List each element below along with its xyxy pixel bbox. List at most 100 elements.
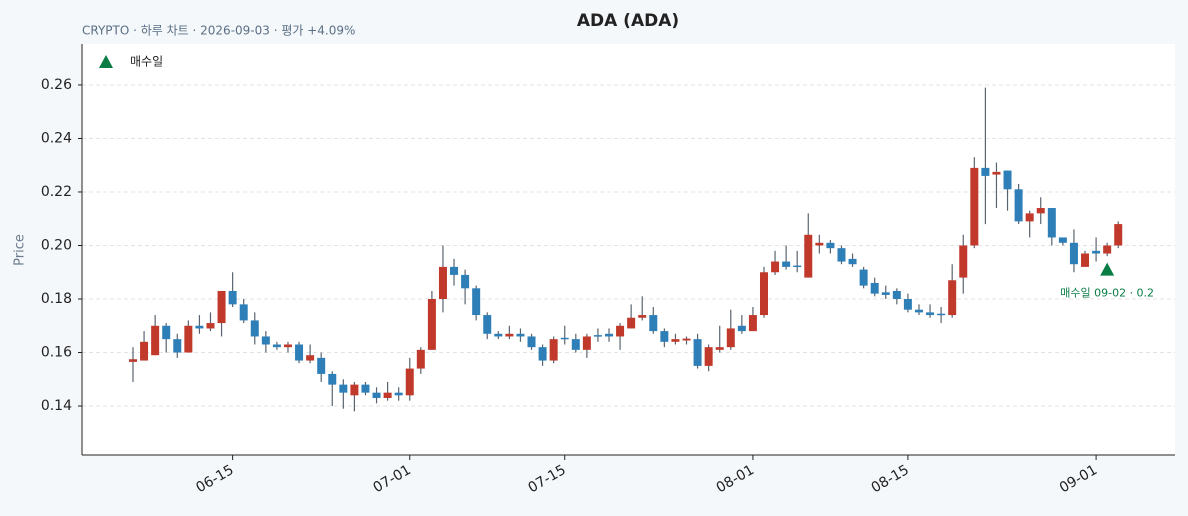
x-tick-label: 08-15 <box>869 462 912 496</box>
candle-body <box>671 339 680 342</box>
candle-body <box>1058 237 1067 243</box>
candle-body <box>461 274 470 289</box>
candle-body <box>715 347 724 350</box>
candle-body <box>239 304 248 321</box>
candle-body <box>472 288 481 316</box>
candle-body <box>804 234 813 278</box>
annotation: 매수일 09-02 · 0.2 <box>1060 286 1154 300</box>
candle-body <box>173 339 182 353</box>
y-tick-label: 0.14 <box>41 398 72 414</box>
candle-body <box>870 282 879 294</box>
candle-body <box>704 347 713 366</box>
candle-body <box>948 280 957 316</box>
candle-body <box>1003 170 1012 190</box>
candle-body <box>383 392 392 399</box>
candle-body <box>516 333 525 337</box>
candle-body <box>1114 224 1123 246</box>
y-tick-label: 0.26 <box>41 77 72 93</box>
candle-body <box>859 269 868 286</box>
candle-body <box>737 325 746 332</box>
candle-body <box>1103 245 1112 254</box>
candle-body <box>759 272 768 316</box>
candle-body <box>1069 242 1078 265</box>
candle-body <box>416 349 425 369</box>
candle-body <box>1036 208 1045 214</box>
candle-body <box>328 373 337 385</box>
candle-body <box>815 242 824 246</box>
candle-body <box>306 355 315 361</box>
candle-body <box>593 335 602 337</box>
candle-body <box>937 313 946 316</box>
candle-body <box>616 325 625 337</box>
y-axis-label: Price <box>13 234 28 266</box>
candle-body <box>483 315 492 334</box>
candle-body <box>682 338 691 341</box>
candle-body <box>206 323 215 329</box>
candle-body <box>660 331 669 342</box>
candle-body <box>1092 250 1101 254</box>
candle-body <box>627 317 636 329</box>
candle-body <box>992 171 1001 175</box>
candle-body <box>782 261 791 267</box>
buy-marker <box>1100 262 1115 276</box>
candle-body <box>892 290 901 300</box>
candle-body <box>438 266 447 300</box>
chart-subtitle: CRYPTO · 하루 차트 · 2026-09-03 · 평가 +4.09% <box>82 24 355 38</box>
candle-body <box>427 299 436 350</box>
candle-body <box>826 242 835 249</box>
candle-body <box>140 341 149 361</box>
legend-marker <box>99 55 113 68</box>
candle-body <box>748 315 757 332</box>
candle-body <box>848 258 857 265</box>
candle-body <box>793 265 802 268</box>
candle-body <box>649 315 658 332</box>
y-tick-label: 0.22 <box>41 184 72 200</box>
candle-body <box>605 333 614 337</box>
candle-body <box>959 245 968 278</box>
candle-body <box>771 261 780 273</box>
candle-body <box>272 344 281 348</box>
candle-body <box>549 339 558 361</box>
candle-body <box>527 336 536 348</box>
candle-body <box>726 328 735 348</box>
candle-body <box>250 320 259 337</box>
candle-body <box>560 337 569 340</box>
candle-body <box>450 266 459 275</box>
candle-body <box>361 384 370 393</box>
x-tick-label: 08-01 <box>714 462 757 496</box>
chart-title: ADA (ADA) <box>577 11 679 31</box>
candle-body <box>494 333 503 337</box>
candle-body <box>162 325 171 340</box>
candle-body <box>582 336 591 350</box>
candle-body <box>1014 189 1023 222</box>
candle-body <box>881 292 890 295</box>
y-tick-label: 0.24 <box>41 130 72 146</box>
candle-body <box>151 325 160 356</box>
candle-body <box>926 312 935 316</box>
candle-body <box>339 384 348 393</box>
plot-area <box>82 44 1175 455</box>
candle-body <box>693 339 702 366</box>
y-tick-label: 0.20 <box>41 237 72 253</box>
x-tick-label: 09-01 <box>1057 462 1100 496</box>
candle-body <box>283 344 292 348</box>
candle-body <box>372 392 381 399</box>
candle-body <box>217 290 226 324</box>
candle-body <box>571 339 580 350</box>
candle-body <box>837 248 846 262</box>
x-tick-label: 07-01 <box>371 462 414 496</box>
candle-body <box>914 309 923 313</box>
candle-body <box>184 325 193 353</box>
candle-body <box>405 368 414 396</box>
candle-body <box>970 167 979 246</box>
candle-body <box>228 290 237 305</box>
y-tick-label: 0.16 <box>41 345 72 361</box>
candle-body <box>505 333 514 337</box>
x-tick-label: 07-15 <box>525 462 568 496</box>
candle-body <box>981 167 990 176</box>
candle-body <box>1047 208 1056 238</box>
candle-body <box>295 344 304 361</box>
candle-body <box>317 357 326 374</box>
candle-body <box>350 384 359 396</box>
